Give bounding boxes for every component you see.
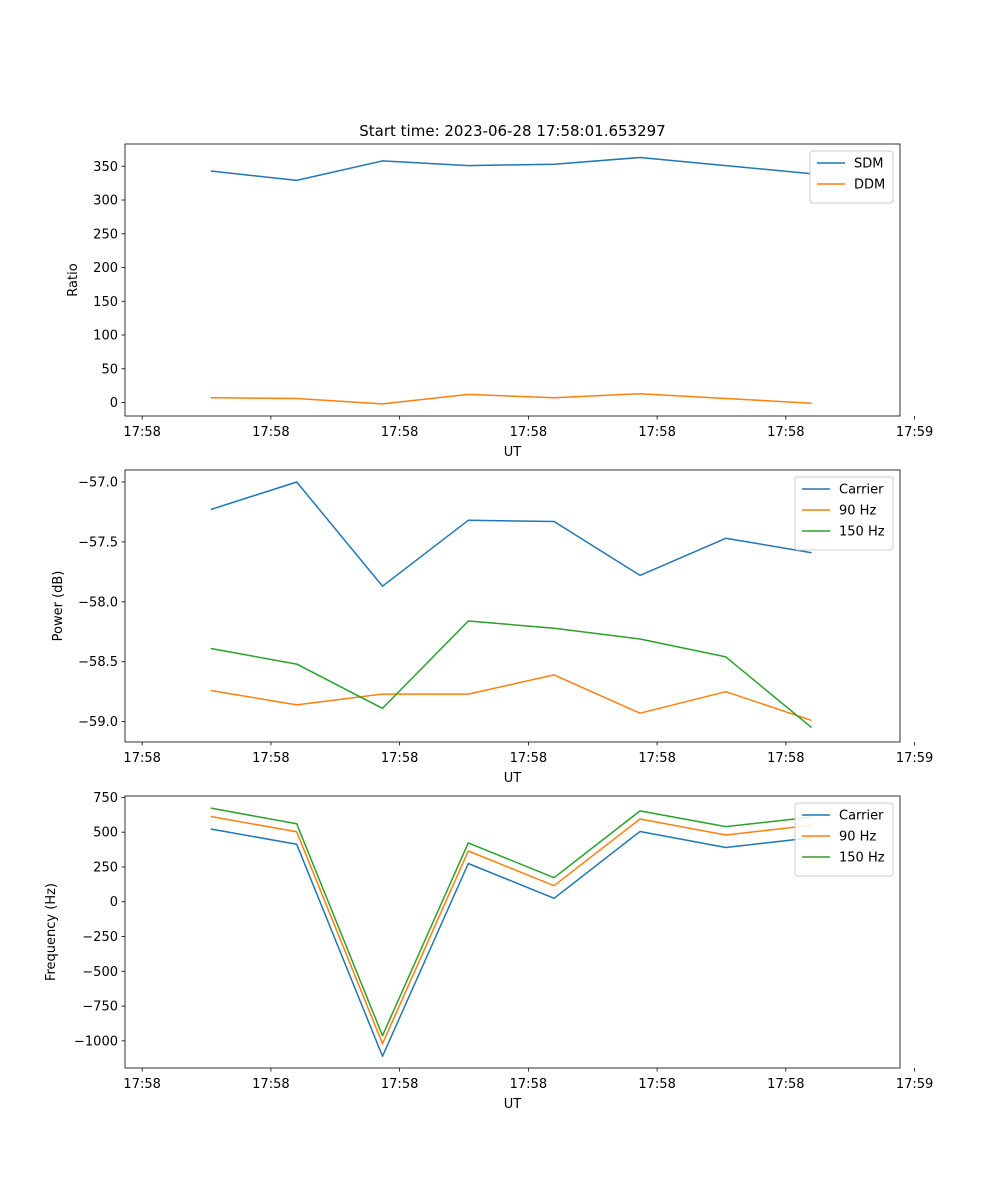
x-tick-label: 17:59 bbox=[896, 1077, 933, 1092]
subplot-1: 17:58 17:58 17:58 17:58 17:58 17:58 17:59 0 50 10… bbox=[66, 143, 933, 460]
x-tick-label: 17:58 bbox=[381, 425, 418, 440]
figure-title: Start time: 2023-06-28 17:58:01.653297 bbox=[359, 122, 665, 140]
y-tick-label: −57.0 bbox=[78, 475, 118, 490]
legend-label: Carrier bbox=[839, 483, 884, 498]
y-tick-label: −500 bbox=[82, 965, 118, 980]
y-tick-label: −1000 bbox=[74, 1034, 118, 1049]
y-tick-label: 750 bbox=[93, 791, 118, 806]
axes-frame bbox=[124, 795, 901, 1069]
x-tick-label: 17:58 bbox=[767, 751, 804, 766]
x-tick-label: 17:58 bbox=[638, 751, 675, 766]
legend-box bbox=[809, 150, 894, 204]
legend-label: 90 Hz bbox=[839, 830, 876, 845]
x-tick-label: 17:59 bbox=[896, 425, 933, 440]
y-tick-label: 100 bbox=[93, 329, 118, 344]
axes-frame bbox=[124, 469, 901, 743]
legend: Carrier 90 Hz 150 Hz bbox=[794, 802, 894, 877]
x-tick-label: 17:58 bbox=[252, 751, 289, 766]
y-tick-label: 50 bbox=[101, 362, 118, 377]
x-tick-label: 17:58 bbox=[123, 425, 160, 440]
legend-label: DDM bbox=[854, 178, 885, 193]
y-tick-label: 250 bbox=[93, 860, 118, 875]
subplot-2: 17:58 17:58 17:58 17:58 17:58 17:58 17:59 −57.0… bbox=[51, 469, 933, 786]
y-tick-label: 250 bbox=[93, 227, 118, 242]
x-tick-label: 17:58 bbox=[381, 1077, 418, 1092]
axes-frame bbox=[124, 143, 901, 417]
series-line-150-hz bbox=[210, 620, 813, 729]
x-tick-label: 17:58 bbox=[767, 425, 804, 440]
y-tick-label: 500 bbox=[93, 826, 118, 841]
y-tick-label: 150 bbox=[93, 295, 118, 310]
subplot-3: 17:58 17:58 17:58 17:58 17:58 17:58 17:59 750 50… bbox=[44, 791, 933, 1112]
x-tick-label: 17:58 bbox=[510, 1077, 547, 1092]
series-line-carrier bbox=[210, 481, 812, 587]
y-tick-label: −58.5 bbox=[78, 655, 118, 670]
y-tick-label: −57.5 bbox=[78, 535, 118, 550]
x-tick-label: 17:58 bbox=[381, 751, 418, 766]
x-tick-label: 17:58 bbox=[510, 425, 547, 440]
legend: Carrier 90 Hz 150 Hz bbox=[794, 476, 894, 551]
series-line-sdm bbox=[210, 156, 812, 182]
x-tick-label: 17:58 bbox=[767, 1077, 804, 1092]
legend-label: SDM bbox=[854, 157, 883, 172]
y-tick-label: −750 bbox=[82, 1000, 118, 1015]
x-tick-label: 17:58 bbox=[252, 1077, 289, 1092]
legend: SDM DDM bbox=[809, 150, 894, 204]
y-tick-label: −59.0 bbox=[78, 715, 118, 730]
y-tick-label: 0 bbox=[110, 396, 118, 411]
y-axis-label: Frequency (Hz) bbox=[44, 883, 59, 981]
panels: 17:58 17:58 17:58 17:58 17:58 17:58 17:59 0 50 10… bbox=[44, 143, 933, 1112]
x-tick-label: 17:59 bbox=[896, 751, 933, 766]
x-axis-label: UT bbox=[504, 1097, 522, 1112]
series-line-90-hz bbox=[210, 815, 812, 1045]
y-tick-label: 200 bbox=[93, 261, 118, 276]
x-tick-label: 17:58 bbox=[123, 751, 160, 766]
y-axis-label: Ratio bbox=[66, 263, 81, 296]
series-line-150-hz bbox=[210, 807, 812, 1037]
y-axis-label: Power (dB) bbox=[51, 571, 66, 642]
legend-label: 150 Hz bbox=[839, 525, 885, 540]
legend-label: 150 Hz bbox=[839, 851, 885, 866]
legend-label: Carrier bbox=[839, 809, 884, 824]
series-line-90-hz bbox=[210, 674, 812, 722]
x-tick-label: 17:58 bbox=[638, 425, 675, 440]
x-tick-label: 17:58 bbox=[510, 751, 547, 766]
x-tick-label: 17:58 bbox=[638, 1077, 675, 1092]
y-tick-label: −250 bbox=[82, 930, 118, 945]
y-tick-label: 350 bbox=[93, 160, 118, 175]
x-tick-label: 17:58 bbox=[252, 425, 289, 440]
series-line-ddm bbox=[210, 392, 812, 405]
x-tick-label: 17:58 bbox=[123, 1077, 160, 1092]
y-tick-label: −58.0 bbox=[78, 595, 118, 610]
x-axis-label: UT bbox=[504, 445, 522, 460]
series-line-carrier bbox=[210, 828, 812, 1057]
y-tick-label: 300 bbox=[93, 194, 118, 209]
legend-label: 90 Hz bbox=[839, 504, 876, 519]
x-axis-label: UT bbox=[504, 771, 522, 786]
y-tick-label: 0 bbox=[110, 895, 118, 910]
